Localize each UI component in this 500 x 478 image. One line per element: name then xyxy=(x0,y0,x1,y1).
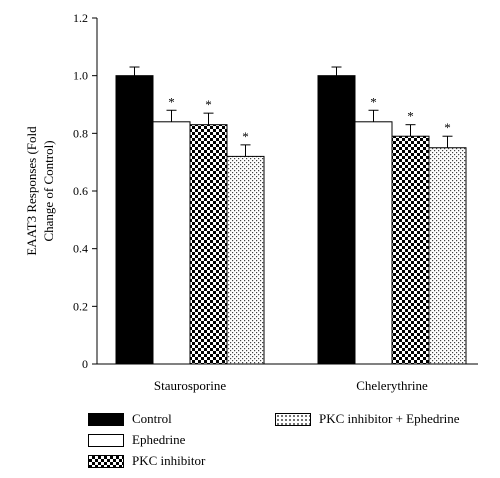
significance-marker: * xyxy=(205,97,212,112)
bars: * * * * * * xyxy=(115,66,467,365)
legend-swatch-pkc-inhibitor-ephedrine xyxy=(275,412,311,426)
significance-marker: * xyxy=(370,94,377,109)
legend-item-pkc-inhibitor-ephedrine: PKC inhibitor + Ephedrine xyxy=(275,411,460,427)
legend-label-pkc-inhibitor: PKC inhibitor xyxy=(132,453,206,468)
y-tick-label: 0.2 xyxy=(73,299,88,313)
y-tick-label: 0.4 xyxy=(73,242,88,256)
legend-label-control: Control xyxy=(132,411,172,426)
bar-0-0 xyxy=(115,75,154,365)
legend-item-pkc-inhibitor: PKC inhibitor xyxy=(88,453,205,469)
axes: 0 0.2 0.4 0.6 0.8 1.0 1.2 Staurosporine Cheleryt… xyxy=(73,11,478,393)
legend-swatch-control xyxy=(88,412,124,426)
significance-marker: * xyxy=(444,120,451,135)
x-category-label: Chelerythrine xyxy=(356,378,428,393)
y-axis-label-line-1: EAAT3 Responses (Fold xyxy=(24,126,39,256)
y-axis-label: EAAT3 Responses (Fold Change of Control) xyxy=(24,126,56,256)
legend-item-control: Control xyxy=(88,411,172,427)
legend-label-pkc-inhibitor-ephedrine: PKC inhibitor + Ephedrine xyxy=(319,411,460,426)
bar-0-1 xyxy=(317,75,356,365)
legend-label-ephedrine: Ephedrine xyxy=(132,432,186,447)
y-tick-label: 0.6 xyxy=(73,184,88,198)
bar-1-0 xyxy=(152,121,191,365)
bar-1-1 xyxy=(354,121,393,365)
y-axis-label-line-2: Change of Control) xyxy=(41,140,56,241)
legend-item-ephedrine: Ephedrine xyxy=(88,432,185,448)
y-tick-label: 0.8 xyxy=(73,126,88,140)
bar-2-0 xyxy=(189,124,228,365)
legend-swatch-ephedrine xyxy=(88,433,124,447)
bar-2-1 xyxy=(391,135,430,365)
y-tick-label: 1.2 xyxy=(73,11,88,25)
significance-marker: * xyxy=(407,109,414,124)
bar-3-0 xyxy=(226,155,265,365)
legend-swatch-pkc-inhibitor xyxy=(88,454,124,468)
y-tick-label: 0 xyxy=(82,357,88,371)
x-category-label: Staurosporine xyxy=(154,378,226,393)
significance-marker: * xyxy=(242,129,249,144)
significance-marker: * xyxy=(168,94,175,109)
y-tick-label: 1.0 xyxy=(73,69,88,83)
